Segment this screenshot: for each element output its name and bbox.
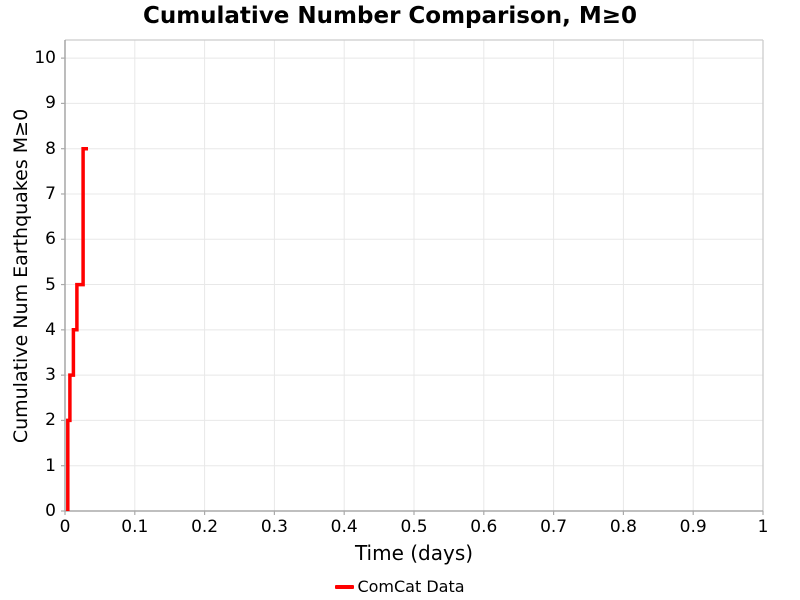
x-axis-label: Time (days) bbox=[354, 541, 474, 565]
y-tick-label: 4 bbox=[45, 319, 56, 340]
y-tick-label: 3 bbox=[45, 365, 56, 386]
legend: ComCat Data bbox=[0, 577, 800, 596]
x-tick-label: 0.5 bbox=[400, 517, 428, 537]
x-tick-label: 0.4 bbox=[330, 517, 358, 537]
series-line bbox=[66, 146, 88, 511]
x-tick-label: 0.3 bbox=[260, 517, 288, 537]
y-tick-label: 2 bbox=[45, 410, 56, 431]
chart-title: Cumulative Number Comparison, M≥0 bbox=[142, 3, 638, 29]
y-tick-label: 5 bbox=[45, 274, 56, 295]
y-tick-label: 0 bbox=[45, 501, 56, 521]
y-tick-label: 1 bbox=[45, 455, 56, 476]
y-tick-label: 9 bbox=[45, 93, 56, 114]
y-tick-label: 7 bbox=[45, 183, 56, 204]
y-tick-label: 10 bbox=[34, 48, 56, 69]
legend-label: ComCat Data bbox=[357, 577, 465, 596]
legend-line-swatch bbox=[335, 584, 355, 589]
x-tick-label: 0.1 bbox=[121, 517, 149, 537]
x-tick-label: 0.7 bbox=[540, 517, 568, 537]
x-tick-label: 0.6 bbox=[470, 517, 498, 537]
y-tick-label: 8 bbox=[45, 138, 56, 159]
x-tick-label: 0.9 bbox=[679, 517, 707, 537]
x-tick-label: 0.8 bbox=[609, 517, 637, 537]
x-tick-label: 1 bbox=[757, 517, 769, 537]
x-tick-label: 0 bbox=[59, 517, 71, 537]
x-tick-label: 0.2 bbox=[191, 517, 219, 537]
y-tick-label: 6 bbox=[45, 229, 56, 250]
